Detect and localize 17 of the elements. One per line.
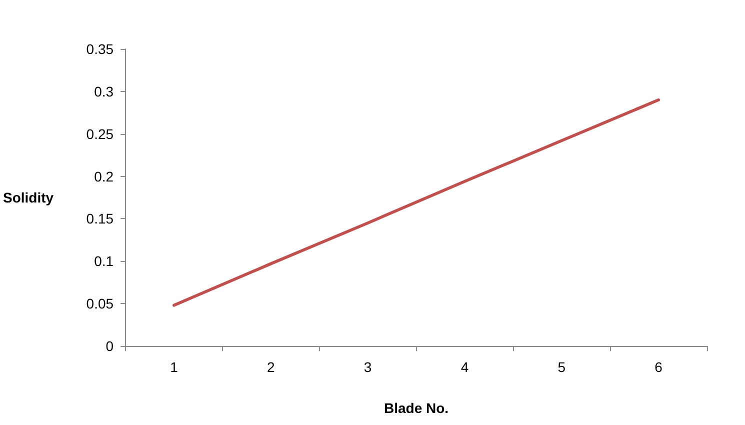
y-tick-label: 0.15: [86, 210, 114, 227]
line-series: [172, 98, 660, 307]
y-tick-label: 0.25: [86, 126, 114, 142]
y-tick-label: 0.1: [94, 253, 114, 270]
x-tick-label: 3: [364, 359, 372, 375]
x-tick-label: 5: [558, 359, 566, 375]
y-tick-label: 0.3: [94, 83, 114, 100]
x-tick-label: 1: [170, 359, 178, 375]
x-tick-label: 2: [267, 359, 276, 375]
y-tick-label: 0.35: [86, 41, 114, 57]
y-axis-title: Solidity: [2, 190, 54, 206]
x-axis-title: Blade No.: [384, 400, 449, 416]
y-tick-label: 0.2: [94, 168, 114, 184]
x-tick-label: 4: [460, 359, 469, 375]
x-tick-label: 6: [654, 359, 663, 375]
y-tick-label: 0: [106, 338, 114, 354]
y-tick-label: 0.05: [86, 296, 114, 312]
